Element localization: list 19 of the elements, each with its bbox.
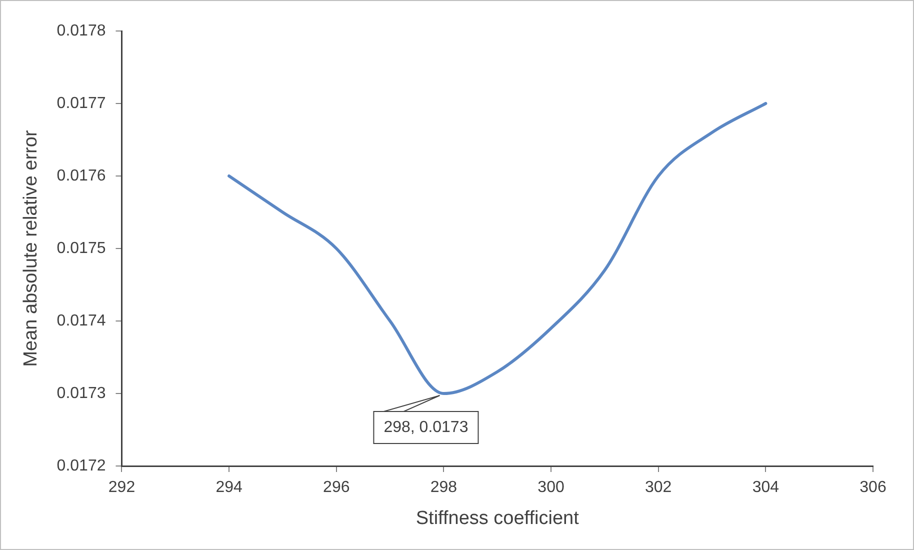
x-axis-title: Stiffness coefficient xyxy=(416,508,580,529)
y-tick-label: 0.0172 xyxy=(56,457,106,474)
x-tick-label: 296 xyxy=(323,479,350,496)
x-tick-label: 306 xyxy=(860,479,886,496)
y-tick-label: 0.0175 xyxy=(56,240,106,257)
x-tick-label: 294 xyxy=(216,479,243,496)
x-tick-label: 304 xyxy=(752,479,780,496)
x-tick-label: 292 xyxy=(108,479,136,496)
y-tick-label: 0.0178 xyxy=(56,22,106,40)
x-tick-label: 300 xyxy=(538,479,564,496)
y-tick-label: 0.0176 xyxy=(56,167,106,184)
y-tick-label: 0.0174 xyxy=(56,312,106,330)
x-tick-label: 302 xyxy=(645,479,672,496)
y-tick-label: 0.0177 xyxy=(56,94,106,112)
y-tick-label: 0.0173 xyxy=(56,384,106,402)
annotation: 298, 0.0173 xyxy=(384,418,468,436)
y-axis-title: Mean absolute relative error xyxy=(20,130,42,367)
line-series xyxy=(228,102,768,395)
x-tick-label: 298 xyxy=(430,479,458,496)
